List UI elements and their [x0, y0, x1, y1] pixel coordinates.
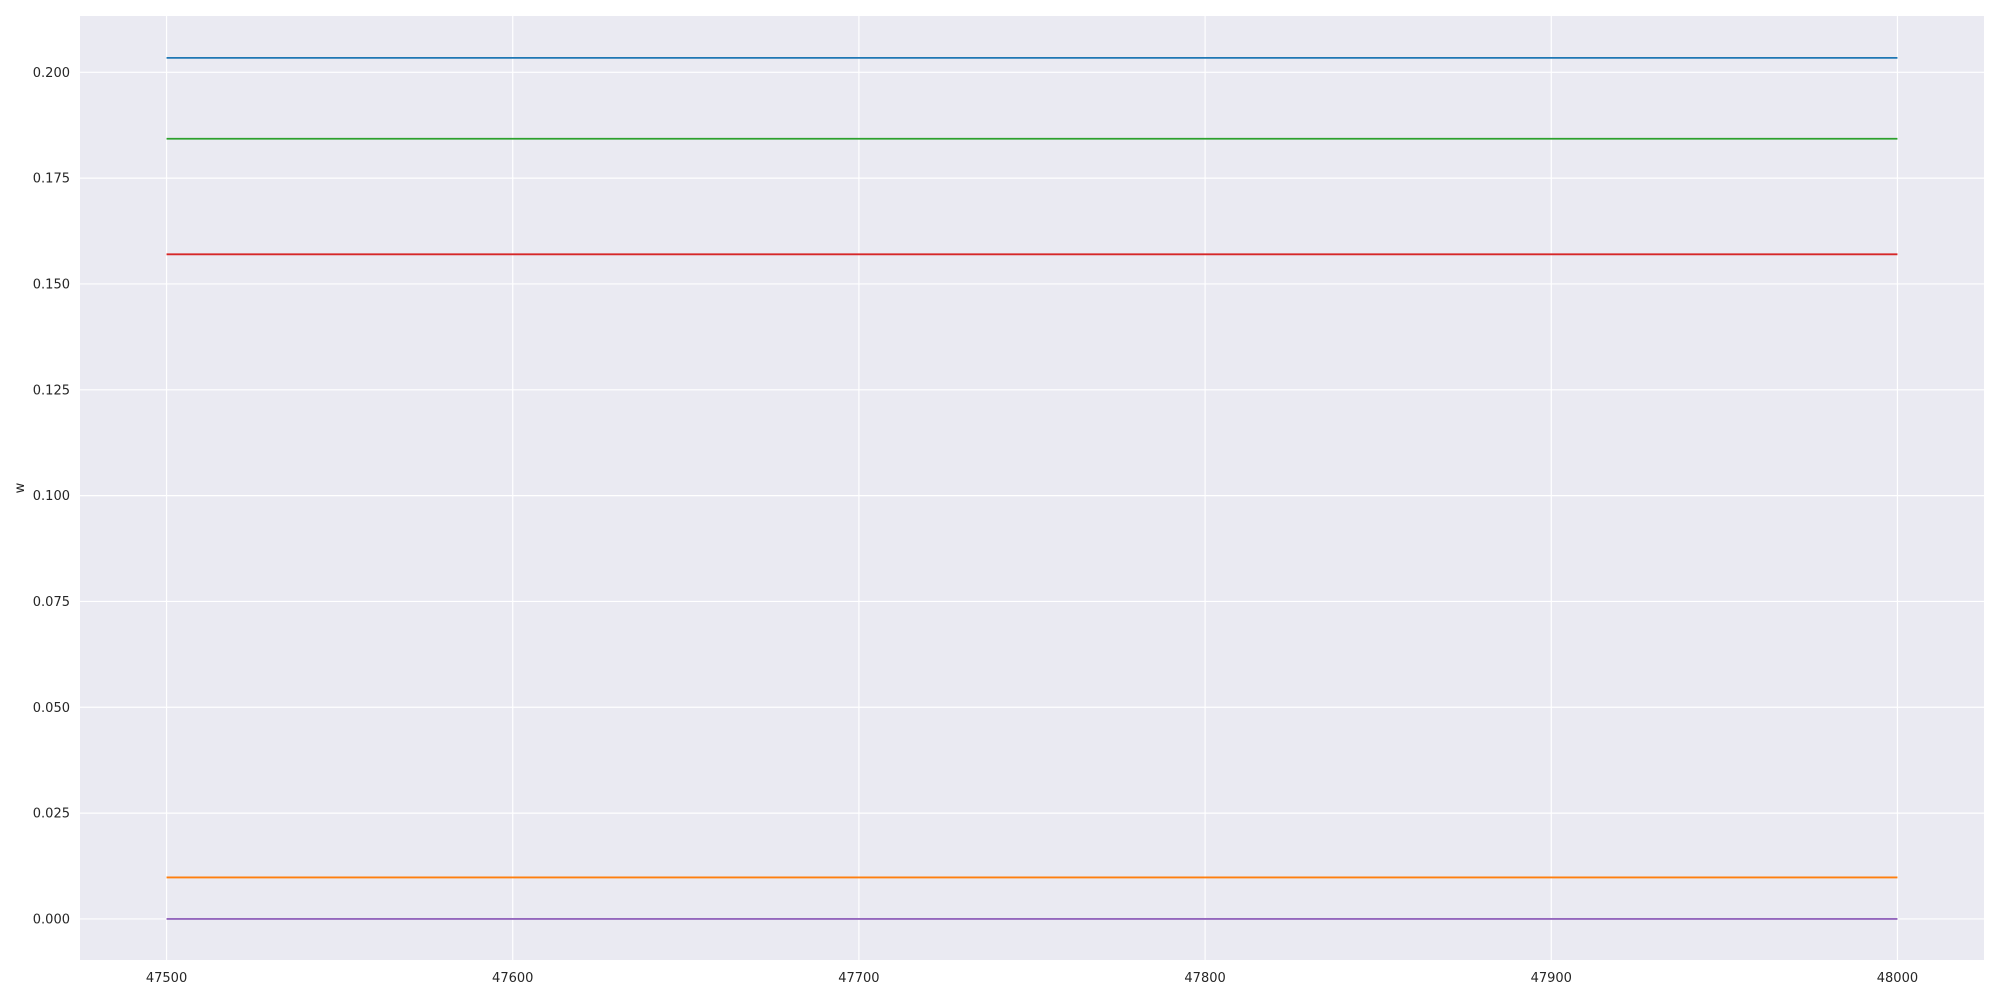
grid-layer [80, 16, 1984, 960]
x-tick-label: 48000 [1877, 971, 1918, 986]
x-axis-ticks: 47500 47600 47700 47800 47900 48000 [146, 971, 1918, 986]
x-tick-label: 47900 [1531, 971, 1572, 986]
y-tick-label: 0.175 [33, 172, 70, 187]
y-tick-label: 0.000 [33, 912, 70, 927]
plot-area [80, 16, 1984, 960]
series-layer [166, 57, 1898, 920]
y-tick-label: 0.100 [33, 489, 70, 504]
y-tick-label: 0.025 [33, 807, 70, 822]
x-tick-label: 47500 [146, 971, 187, 986]
y-tick-label: 0.050 [33, 701, 70, 716]
x-tick-label: 47800 [1184, 971, 1225, 986]
y-tick-label: 0.150 [33, 277, 70, 292]
y-axis-ticks: 0.000 0.025 0.050 0.075 0.100 0.125 0.150 0.175… [33, 66, 70, 928]
x-tick-label: 47700 [838, 971, 879, 986]
y-axis-label: w [13, 482, 28, 493]
y-tick-label: 0.075 [33, 595, 70, 610]
y-tick-label: 0.200 [33, 66, 70, 81]
x-tick-label: 47600 [492, 971, 533, 986]
y-tick-label: 0.125 [33, 383, 70, 398]
